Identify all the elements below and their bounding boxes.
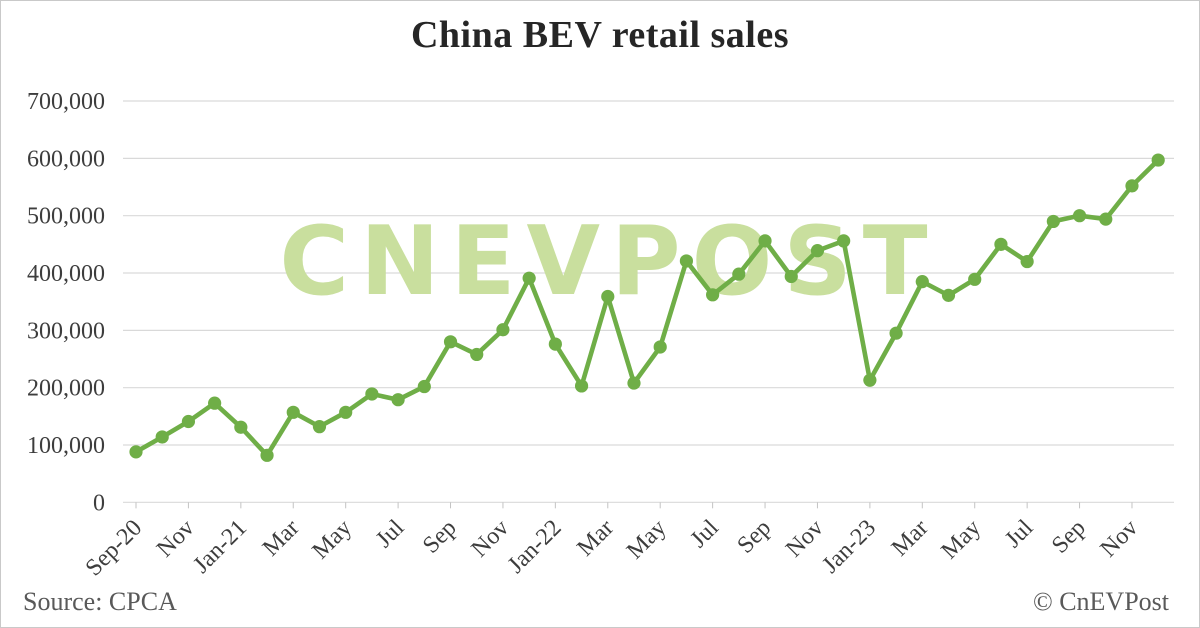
data-point-marker — [181, 414, 196, 429]
data-point-marker — [129, 445, 143, 459]
data-point-marker — [994, 237, 1008, 251]
data-point-marker — [601, 289, 615, 304]
data-point-marker — [889, 326, 903, 340]
x-tick-label: Mar — [887, 515, 934, 562]
data-point-marker — [417, 379, 431, 394]
y-tick-label: 200,000 — [27, 376, 105, 402]
x-tick-label: Jul — [1000, 515, 1038, 553]
x-tick-label: Sep — [418, 515, 462, 559]
data-point-marker — [1020, 254, 1034, 269]
data-point-marker — [679, 254, 694, 268]
data-point-marker — [941, 288, 956, 302]
copyright-label: © CnEVPost — [1032, 587, 1169, 616]
data-point-marker — [443, 335, 458, 349]
data-point-marker — [391, 393, 405, 407]
data-point-marker — [286, 405, 300, 419]
data-point-marker — [915, 275, 929, 289]
x-tick-label: Sep — [1047, 515, 1091, 559]
y-tick-label: 500,000 — [27, 204, 105, 230]
data-point-marker — [653, 340, 667, 354]
y-tick-label: 300,000 — [27, 318, 105, 344]
y-axis-labels: 0 100,000 200,000 300,000 400,000 500,000 600,… — [27, 89, 105, 516]
x-tick-label: May — [936, 515, 985, 564]
chart-title: China BEV retail sales — [410, 14, 790, 56]
data-point-marker — [339, 405, 353, 419]
y-tick-label: 0 — [93, 490, 105, 516]
data-point-marker — [1072, 209, 1087, 223]
x-tick-label: Mar — [258, 515, 305, 562]
x-tick-label: May — [307, 515, 356, 564]
data-point-marker — [496, 323, 510, 337]
x-tick-label: Jan-21 — [188, 515, 252, 579]
data-point-marker — [1125, 179, 1139, 193]
data-point-marker — [208, 396, 222, 410]
x-tick-label: Jan-23 — [817, 515, 881, 579]
data-point-marker — [1099, 212, 1113, 226]
source-label: Source: CPCA — [23, 587, 177, 616]
data-point-marker — [155, 430, 169, 444]
data-point-marker — [810, 244, 825, 258]
x-tick-label: May — [622, 515, 671, 564]
y-tick-label: 700,000 — [27, 89, 105, 115]
data-point-marker — [968, 272, 982, 286]
data-point-marker — [732, 267, 746, 281]
data-point-marker — [365, 387, 379, 401]
x-tick-label: Nov — [1096, 515, 1144, 563]
data-point-marker — [837, 234, 851, 248]
y-tick-label: 400,000 — [27, 261, 105, 287]
x-tick-label: Jul — [371, 515, 409, 553]
data-point-markers — [129, 153, 1165, 462]
data-point-marker — [863, 373, 877, 387]
data-point-marker — [522, 271, 536, 285]
data-point-marker — [1046, 214, 1060, 229]
x-tick-label: Sep-20 — [81, 515, 147, 581]
x-tick-label: Sep — [732, 515, 776, 559]
data-point-marker — [758, 234, 772, 248]
x-tick-label: Mar — [572, 515, 619, 562]
x-tick-label: Jul — [686, 515, 724, 553]
data-point-marker — [784, 269, 798, 284]
data-point-marker — [470, 347, 484, 362]
data-point-marker — [548, 337, 562, 351]
gridlines — [123, 100, 1174, 503]
data-point-marker — [260, 448, 274, 462]
x-tick-label: Jan-22 — [503, 515, 567, 579]
y-tick-label: 100,000 — [27, 433, 105, 459]
data-point-marker — [312, 420, 327, 434]
data-point-marker — [706, 288, 720, 302]
data-point-marker — [574, 379, 589, 393]
x-axis-ticks — [135, 502, 1133, 509]
data-point-marker — [627, 376, 641, 390]
data-point-marker — [1151, 153, 1165, 167]
y-tick-label: 600,000 — [27, 146, 105, 172]
bev-sales-line — [133, 157, 1161, 458]
data-point-marker — [234, 420, 248, 434]
